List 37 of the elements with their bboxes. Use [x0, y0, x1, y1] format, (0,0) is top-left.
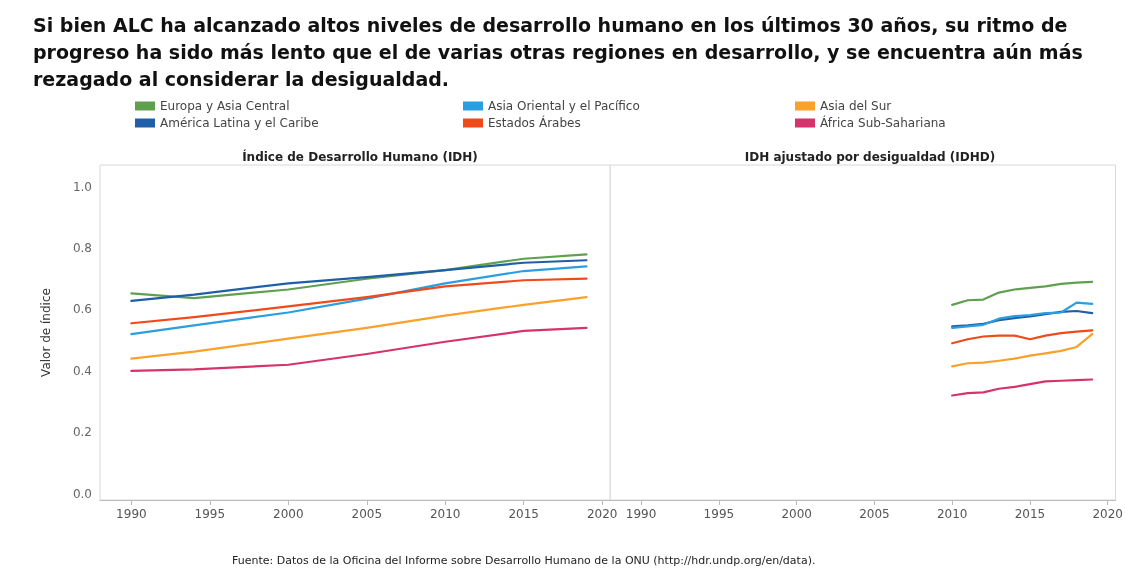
- x-tick-label: 1990: [116, 507, 147, 521]
- legend-label: Asia del Sur: [820, 99, 892, 113]
- legend-label: América Latina y el Caribe: [160, 116, 319, 130]
- x-tick-label: 2020: [1092, 507, 1123, 521]
- y-tick-label: 0.8: [72, 240, 92, 255]
- legend-label: Estados Árabes: [488, 115, 581, 130]
- line-series: [130, 296, 588, 360]
- chart-title: Si bien ALC ha alcanzado altos niveles de desarrollo humano en los últimos 30 años, su ritmo de progreso ha sido más lento que el de varias otras regiones en desarrollo, y se encuentra aún más rezagado al considerar la desigualdad.: [33, 13, 1090, 90]
- y-axis-title: Valor de índice: [39, 288, 53, 377]
- legend-label: Asia Oriental y el Pacífico: [488, 99, 640, 113]
- line-series: [130, 326, 588, 373]
- x-tick-label: 1990: [625, 507, 657, 521]
- legend-label: Europa y Asia Central: [160, 99, 290, 113]
- x-tick-label: 2005: [351, 507, 383, 521]
- source-note: Fuente: Datos de la Oficina del Informe sobre Desarrollo Humano de la ONU (http://hdr.undp.org/en/data).: [232, 554, 816, 567]
- y-tick-label: 0.6: [72, 302, 92, 317]
- x-tick-label: 2010: [429, 507, 461, 521]
- x-tick-label: 2000: [781, 507, 812, 521]
- x-tick-label: 2020: [586, 507, 618, 521]
- chart-title: IDH ajustado por desigualdad (IDHD): [744, 150, 996, 164]
- y-tick-label: 1.0: [72, 179, 92, 194]
- line-series: [130, 253, 588, 300]
- x-tick-label: 2015: [1014, 507, 1046, 521]
- chart-subtitle: Índice de Desarrollo Humano (IDH): [242, 149, 478, 164]
- y-tick-label: 0.0: [72, 486, 92, 501]
- x-tick-label: 1995: [703, 507, 735, 521]
- x-tick-label: 1995: [194, 507, 226, 521]
- x-tick-label: 2005: [859, 507, 890, 521]
- y-tick-label: 0.4: [72, 363, 92, 378]
- x-tick-label: 2010: [936, 507, 968, 521]
- y-tick-label: 0.2: [72, 425, 92, 440]
- legend-label: África Sub-Sahariana: [820, 115, 946, 130]
- line-series: [130, 277, 588, 325]
- x-tick-label: 2000: [273, 507, 304, 521]
- x-tick-label: 2015: [508, 507, 539, 521]
- line-series: [130, 259, 588, 302]
- line-series: [130, 265, 588, 336]
